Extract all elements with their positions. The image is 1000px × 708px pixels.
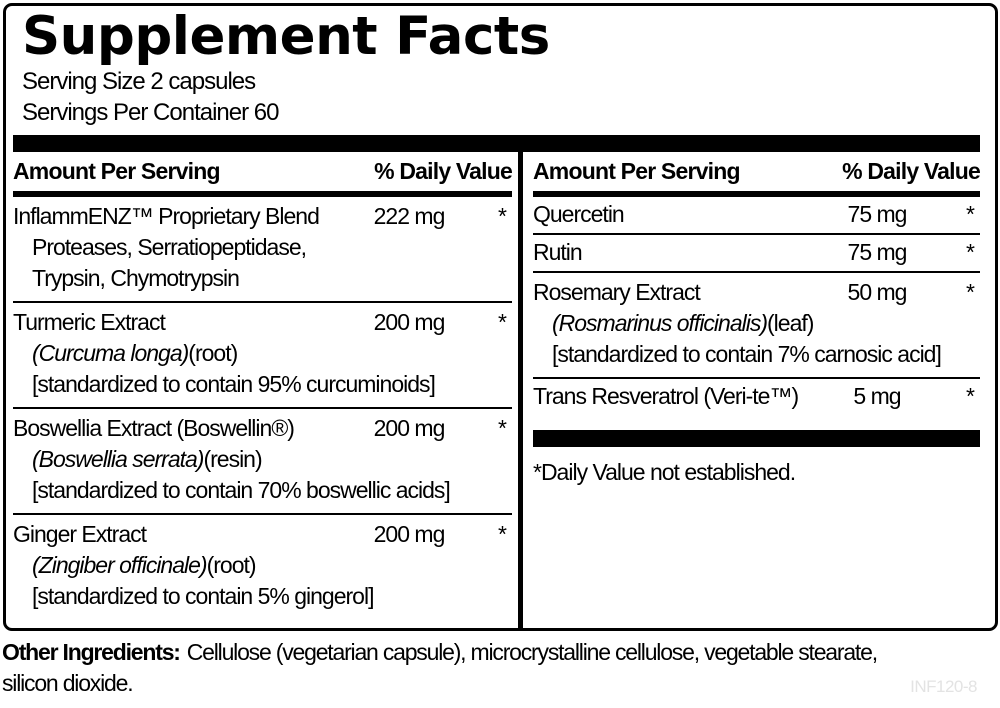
ingredient-amount: 200 mg	[373, 521, 446, 547]
header-daily-value: % Daily Value	[374, 158, 513, 184]
ingredient-subline: [standardized to contain 70% boswellic a…	[32, 477, 451, 503]
daily-value-asterisk: *	[966, 383, 975, 409]
facts-columns: Amount Per Serving % Daily Value Inflamm…	[6, 152, 995, 628]
ingredient-amount: 222 mg	[373, 203, 446, 229]
daily-value-asterisk: *	[498, 203, 507, 229]
ingredient-name: Rutin	[533, 239, 583, 265]
ingredient-row-ginger: Ginger Extract 200 mg * (Zingiber offici…	[13, 515, 512, 619]
ingredient-subline: [standardized to contain 95% curcuminoid…	[32, 371, 436, 397]
daily-value-asterisk: *	[498, 309, 507, 335]
serving-size: Serving Size 2 capsules	[22, 68, 256, 95]
product-code: INF120-8	[910, 677, 977, 696]
other-ingredients-line1: Other Ingredients: Cellulose (vegetarian …	[2, 639, 878, 665]
ingredient-subline: (Zingiber officinale)(root)	[32, 552, 257, 578]
panel-header: Supplement Facts Serving Size 2 capsules…	[6, 6, 995, 128]
ingredient-amount: 75 mg	[847, 239, 908, 265]
ingredient-name: Boswellia Extract (Boswellin®)	[13, 415, 295, 441]
ingredient-amount: 75 mg	[847, 201, 908, 227]
panel-title: Supplement Facts	[22, 6, 550, 67]
other-ingredients-line2: silicon dioxide.	[2, 670, 134, 696]
ingredient-name: Ginger Extract	[13, 521, 147, 547]
servings-per-container: Servings Per Container 60	[22, 99, 279, 126]
ingredient-name: Quercetin	[533, 201, 625, 227]
column-header-left: Amount Per Serving % Daily Value	[13, 152, 513, 197]
ingredient-subline: [standardized to contain 5% gingerol]	[32, 583, 374, 609]
facts-column-left: Amount Per Serving % Daily Value Inflamm…	[6, 152, 518, 628]
ingredient-amount: 200 mg	[373, 415, 446, 441]
ingredient-name: Trans Resveratrol (Veri-te™)	[533, 383, 799, 409]
ingredient-subline: Trypsin, Chymotrypsin	[32, 265, 240, 291]
ingredient-subline: (Rosmarinus officinalis)(leaf)	[552, 310, 814, 336]
ingredient-amount: 5 mg	[853, 383, 901, 409]
header-amount-per-serving: Amount Per Serving	[13, 158, 221, 184]
thick-divider-bar-right-column	[533, 430, 980, 447]
other-ingredients-label: Other Ingredients:	[2, 639, 181, 665]
ingredient-row-rosemary: Rosemary Extract 50 mg * (Rosmarinus off…	[533, 273, 980, 379]
daily-value-asterisk: *	[498, 415, 507, 441]
ingredient-subline: (Curcuma longa)(root)	[32, 340, 238, 366]
daily-value-asterisk: *	[966, 279, 975, 305]
other-ingredients: Other Ingredients: Cellulose (vegetarian …	[2, 637, 878, 699]
ingredient-row-trans-resveratrol: Trans Resveratrol (Veri-te™) 5 mg *	[533, 379, 980, 418]
ingredient-amount: 50 mg	[847, 279, 908, 305]
header-daily-value: % Daily Value	[842, 158, 981, 184]
daily-value-asterisk: *	[498, 521, 507, 547]
ingredient-name: Rosemary Extract	[533, 279, 701, 305]
ingredient-name: InflammENZ™ Proprietary Blend	[13, 203, 320, 229]
ingredient-row-inflammenz: InflammENZ™ Proprietary Blend 222 mg * P…	[13, 197, 512, 303]
ingredient-row-turmeric: Turmeric Extract 200 mg * (Curcuma longa…	[13, 303, 512, 409]
supplement-facts-panel: Supplement Facts Serving Size 2 capsules…	[3, 3, 998, 631]
daily-value-asterisk: *	[966, 239, 975, 265]
ingredient-subline: (Boswellia serrata)(resin)	[32, 446, 263, 472]
facts-column-right: Amount Per Serving % Daily Value Quercet…	[518, 152, 995, 628]
column-header-right: Amount Per Serving % Daily Value	[533, 152, 981, 197]
daily-value-footnote: *Daily Value not established.	[533, 459, 796, 485]
ingredient-amount: 200 mg	[373, 309, 446, 335]
ingredient-row-rutin: Rutin 75 mg *	[533, 235, 980, 273]
ingredient-subline: Proteases, Serratiopeptidase,	[32, 234, 307, 260]
ingredient-subline: [standardized to contain 7% carnosic aci…	[552, 341, 942, 367]
thick-divider-bar-top	[13, 135, 980, 152]
ingredient-name: Turmeric Extract	[13, 309, 166, 335]
header-amount-per-serving: Amount Per Serving	[533, 158, 741, 184]
ingredient-row-quercetin: Quercetin 75 mg *	[533, 197, 980, 235]
ingredient-row-boswellia: Boswellia Extract (Boswellin®) 200 mg * …	[13, 409, 512, 515]
daily-value-asterisk: *	[966, 201, 975, 227]
